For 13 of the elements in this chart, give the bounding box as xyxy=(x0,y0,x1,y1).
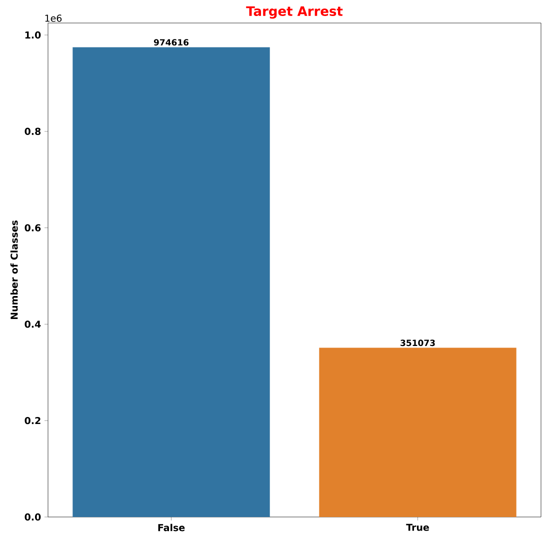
x-tick-label: True xyxy=(406,524,429,531)
y-tick-label: 0.0 xyxy=(24,513,41,521)
annotation: 351073 xyxy=(400,340,435,346)
y-tick-label: 1.0 xyxy=(25,31,41,39)
y-tick-label: 0.6 xyxy=(24,224,41,232)
y-tick-label: 0.8 xyxy=(24,128,41,135)
y-tick-label: 0.2 xyxy=(24,416,40,424)
x-tick-label: False xyxy=(158,524,185,532)
text: 1e6 xyxy=(45,14,62,22)
y-tick-label: 0.4 xyxy=(24,320,41,328)
y-axis-title: Number of Classes xyxy=(10,220,18,320)
chart-title: Target Arrest xyxy=(246,6,343,19)
annotation: 974616 xyxy=(154,39,189,46)
